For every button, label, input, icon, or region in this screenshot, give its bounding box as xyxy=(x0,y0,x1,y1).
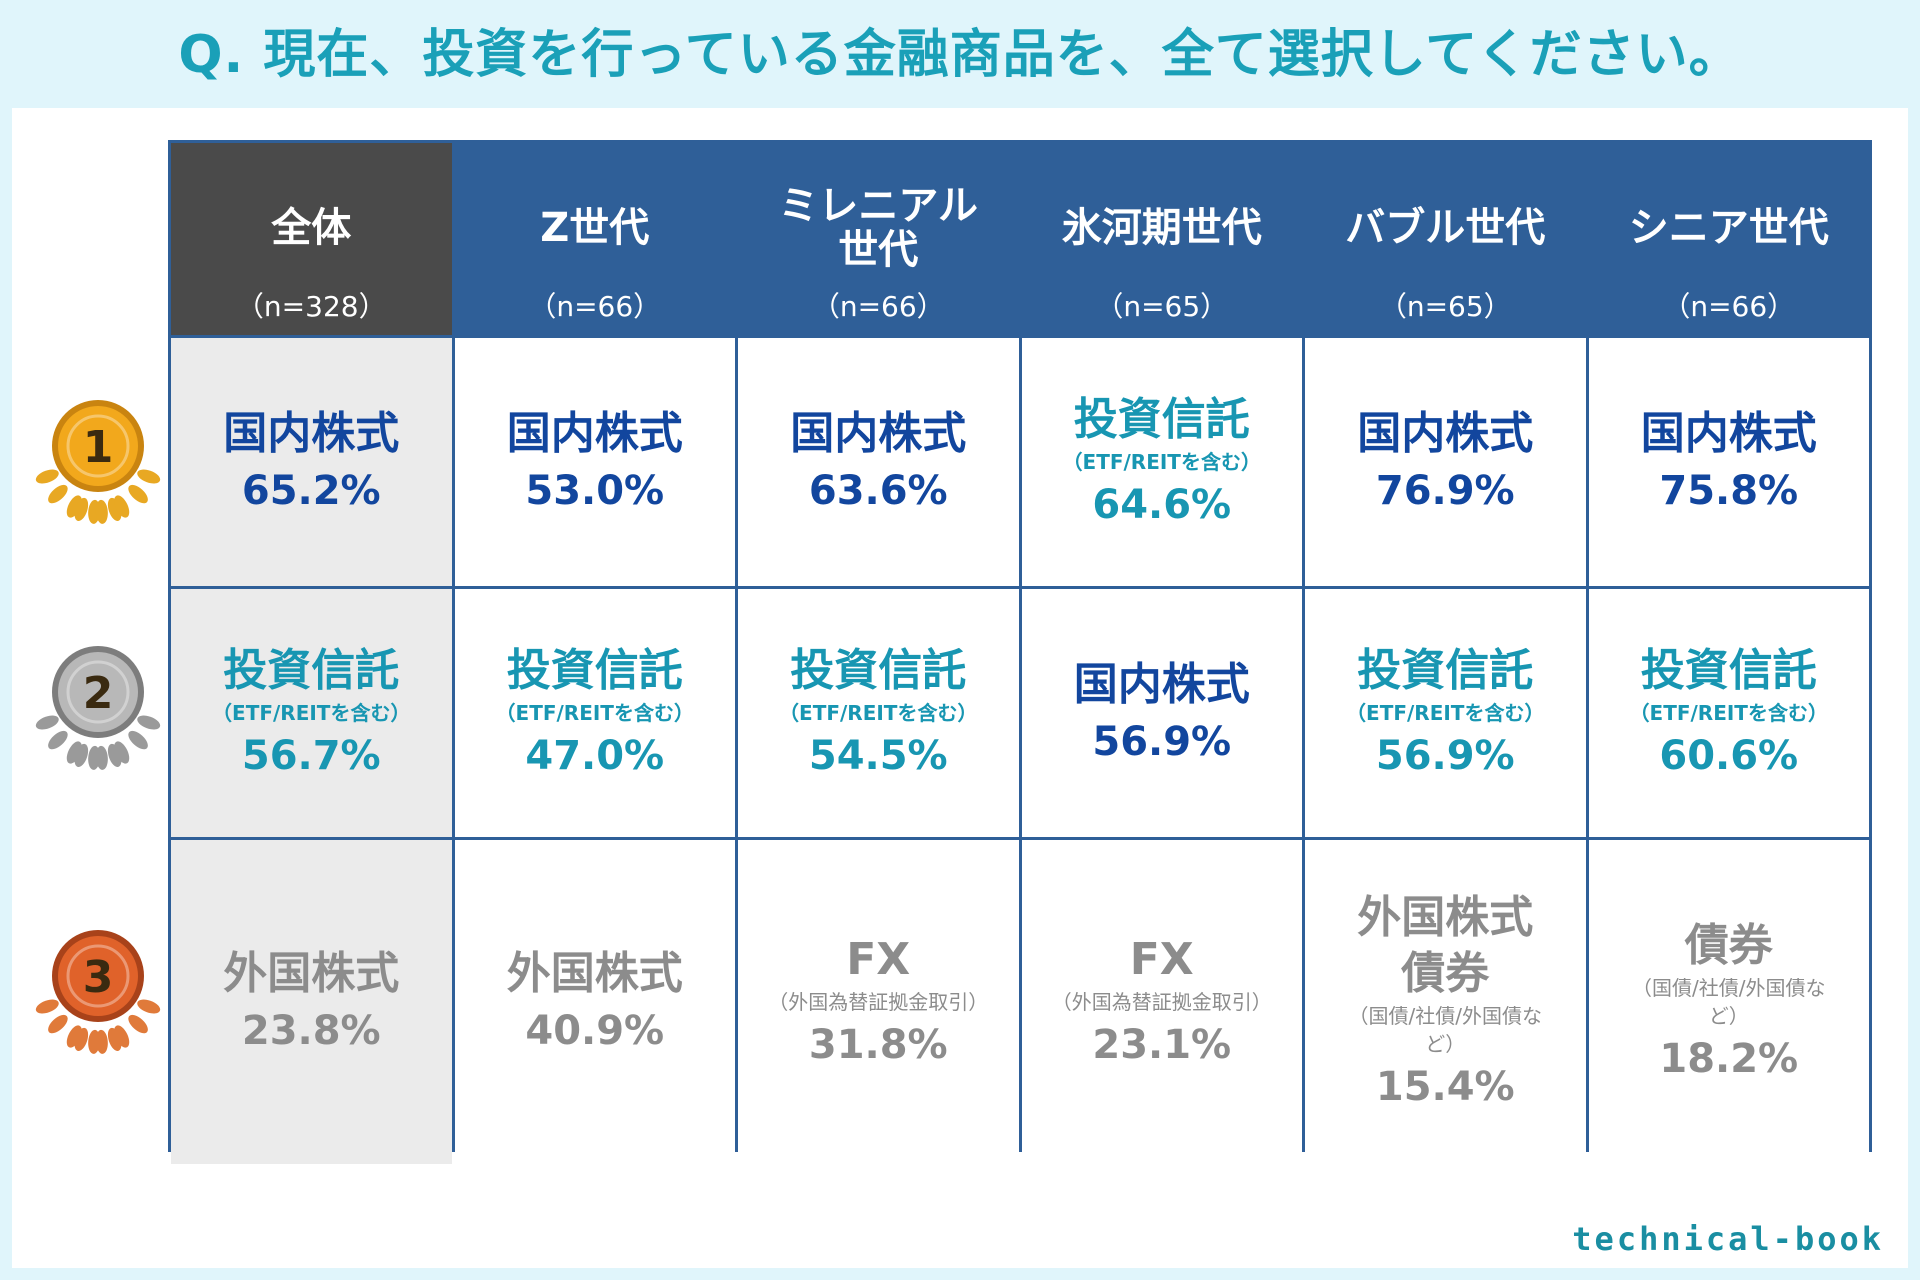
column-header-name-wrap: 全体 xyxy=(271,143,351,283)
product-note: （外国為替証拠金取引） xyxy=(1051,990,1272,1014)
ranking-cell: 投資信託 （ETF/REITを含む） 56.9% xyxy=(1305,589,1586,837)
ranking-cell: 国内株式 63.6% xyxy=(738,338,1019,586)
sample-size: （n=66） xyxy=(811,290,945,323)
ranking-cell: 投資信託 （ETF/REITを含む） 54.5% xyxy=(738,589,1019,837)
product-name: 投資信託 xyxy=(1073,394,1250,445)
column-header-name: シニア世代 xyxy=(1628,205,1829,251)
product-name: 投資信託 xyxy=(506,645,683,696)
ranking-cell: 国内株式 53.0% xyxy=(454,338,735,586)
percentage: 54.5% xyxy=(808,733,948,779)
percentage: 56.9% xyxy=(1375,733,1515,779)
ranking-cell: FX （外国為替証拠金取引） 23.1% xyxy=(1021,840,1302,1164)
product-name: 投資信託 xyxy=(790,645,967,696)
product-name: 外国株式 債券 xyxy=(1357,892,1534,999)
product-note: （国債/社債/外国債など） xyxy=(1632,976,1826,1028)
sample-size: （n=328） xyxy=(235,290,387,323)
product-note: （外国為替証拠金取引） xyxy=(768,990,989,1014)
percentage: 47.0% xyxy=(525,733,665,779)
column-header: バブル世代 （n=65） xyxy=(1305,143,1586,335)
ranking-cell: 投資信託 （ETF/REITを含む） 56.7% xyxy=(171,589,452,837)
percentage: 60.6% xyxy=(1659,733,1799,779)
column-header-name: 全体 xyxy=(271,205,352,251)
ranking-cell: 債券 （国債/社債/外国債など） 18.2% xyxy=(1588,840,1869,1164)
sample-size: （n=66） xyxy=(1662,290,1796,323)
ranking-table: 全体 （n=328） Z世代 （n=66） ミレニアル世代 （n=66） 氷河期世代 （n=6… xyxy=(168,140,1872,1164)
column-header: ミレニアル世代 （n=66） xyxy=(738,143,1019,335)
product-name: 国内株式 xyxy=(1073,659,1250,710)
product-note: （ETF/REITを含む） xyxy=(1346,701,1545,725)
product-note: （国債/社債/外国債など） xyxy=(1348,1004,1542,1056)
percentage: 23.8% xyxy=(241,1008,381,1054)
ranking-cell: 国内株式 76.9% xyxy=(1305,338,1586,586)
product-name: FX xyxy=(846,934,911,985)
percentage: 75.8% xyxy=(1659,468,1799,514)
product-name: 国内株式 xyxy=(790,408,967,459)
product-name: 国内株式 xyxy=(506,408,683,459)
product-note: （ETF/REITを含む） xyxy=(212,701,411,725)
column-header-name: バブル世代 xyxy=(1345,205,1546,251)
column-header-name-wrap: シニア世代 xyxy=(1629,143,1829,283)
product-name: 外国株式 xyxy=(223,948,400,999)
percentage: 23.1% xyxy=(1092,1022,1232,1068)
ranking-cell: 外国株式 40.9% xyxy=(454,840,735,1164)
bronze-medal-icon: 3 xyxy=(35,930,161,1054)
question-title: Q. 現在、投資を行っている金融商品を、全て選択してください。 xyxy=(178,25,1742,85)
ranking-cell: 投資信託 （ETF/REITを含む） 60.6% xyxy=(1588,589,1869,837)
silver-medal-icon: 2 xyxy=(35,646,161,770)
ranking-cell: 外国株式 23.8% xyxy=(171,840,452,1164)
medal-rank-number: 1 xyxy=(83,422,114,473)
ranking-cell: 国内株式 65.2% xyxy=(171,338,452,586)
ranking-cell: 投資信託 （ETF/REITを含む） 64.6% xyxy=(1021,338,1302,586)
percentage: 18.2% xyxy=(1659,1036,1799,1082)
ranking-cell: 外国株式 債券 （国債/社債/外国債など） 15.4% xyxy=(1305,840,1586,1164)
medal-rank-number: 3 xyxy=(83,952,114,1003)
product-name: 国内株式 xyxy=(1357,408,1534,459)
ranking-cell: 国内株式 56.9% xyxy=(1021,589,1302,837)
column-header-name-wrap: ミレニアル世代 xyxy=(778,143,978,283)
product-name: 投資信託 xyxy=(223,645,400,696)
ranking-cell: 国内株式 75.8% xyxy=(1588,338,1869,586)
column-header-name: 氷河期世代 xyxy=(1061,205,1262,251)
percentage: 31.8% xyxy=(808,1022,948,1068)
column-header-name: Z世代 xyxy=(540,205,650,251)
percentage: 40.9% xyxy=(525,1008,665,1054)
product-note: （ETF/REITを含む） xyxy=(1062,450,1261,474)
percentage: 64.6% xyxy=(1092,482,1232,528)
column-header: Z世代 （n=66） xyxy=(454,143,735,335)
brand-logo: technical-book xyxy=(1572,1220,1884,1258)
sample-size: （n=66） xyxy=(528,290,662,323)
column-header-name: ミレニアル世代 xyxy=(778,183,979,273)
product-name: 債券 xyxy=(1684,920,1773,971)
product-name: 国内株式 xyxy=(1640,408,1817,459)
gold-medal-icon: 1 xyxy=(35,400,161,524)
ranking-cell: 投資信託 （ETF/REITを含む） 47.0% xyxy=(454,589,735,837)
product-note: （ETF/REITを含む） xyxy=(779,701,978,725)
sample-size: （n=65） xyxy=(1095,290,1229,323)
product-name: FX xyxy=(1129,934,1194,985)
percentage: 15.4% xyxy=(1375,1064,1515,1110)
product-note: （ETF/REITを含む） xyxy=(1629,701,1828,725)
percentage: 53.0% xyxy=(525,468,665,514)
product-name: 外国株式 xyxy=(506,948,683,999)
percentage: 56.9% xyxy=(1092,719,1232,765)
medal-rank-number: 2 xyxy=(83,668,114,719)
column-header: 全体 （n=328） xyxy=(171,143,452,335)
sample-size: （n=65） xyxy=(1378,290,1512,323)
percentage: 65.2% xyxy=(241,468,381,514)
column-header-name-wrap: 氷河期世代 xyxy=(1062,143,1262,283)
percentage: 56.7% xyxy=(241,733,381,779)
column-header: 氷河期世代 （n=65） xyxy=(1021,143,1302,335)
product-note: （ETF/REITを含む） xyxy=(495,701,694,725)
column-header: シニア世代 （n=66） xyxy=(1588,143,1869,335)
product-name: 国内株式 xyxy=(223,408,400,459)
ranking-cell: FX （外国為替証拠金取引） 31.8% xyxy=(738,840,1019,1164)
product-name: 投資信託 xyxy=(1640,645,1817,696)
column-header-name-wrap: Z世代 xyxy=(540,143,649,283)
percentage: 63.6% xyxy=(808,468,948,514)
product-name: 投資信託 xyxy=(1357,645,1534,696)
column-header-name-wrap: バブル世代 xyxy=(1345,143,1545,283)
percentage: 76.9% xyxy=(1375,468,1515,514)
